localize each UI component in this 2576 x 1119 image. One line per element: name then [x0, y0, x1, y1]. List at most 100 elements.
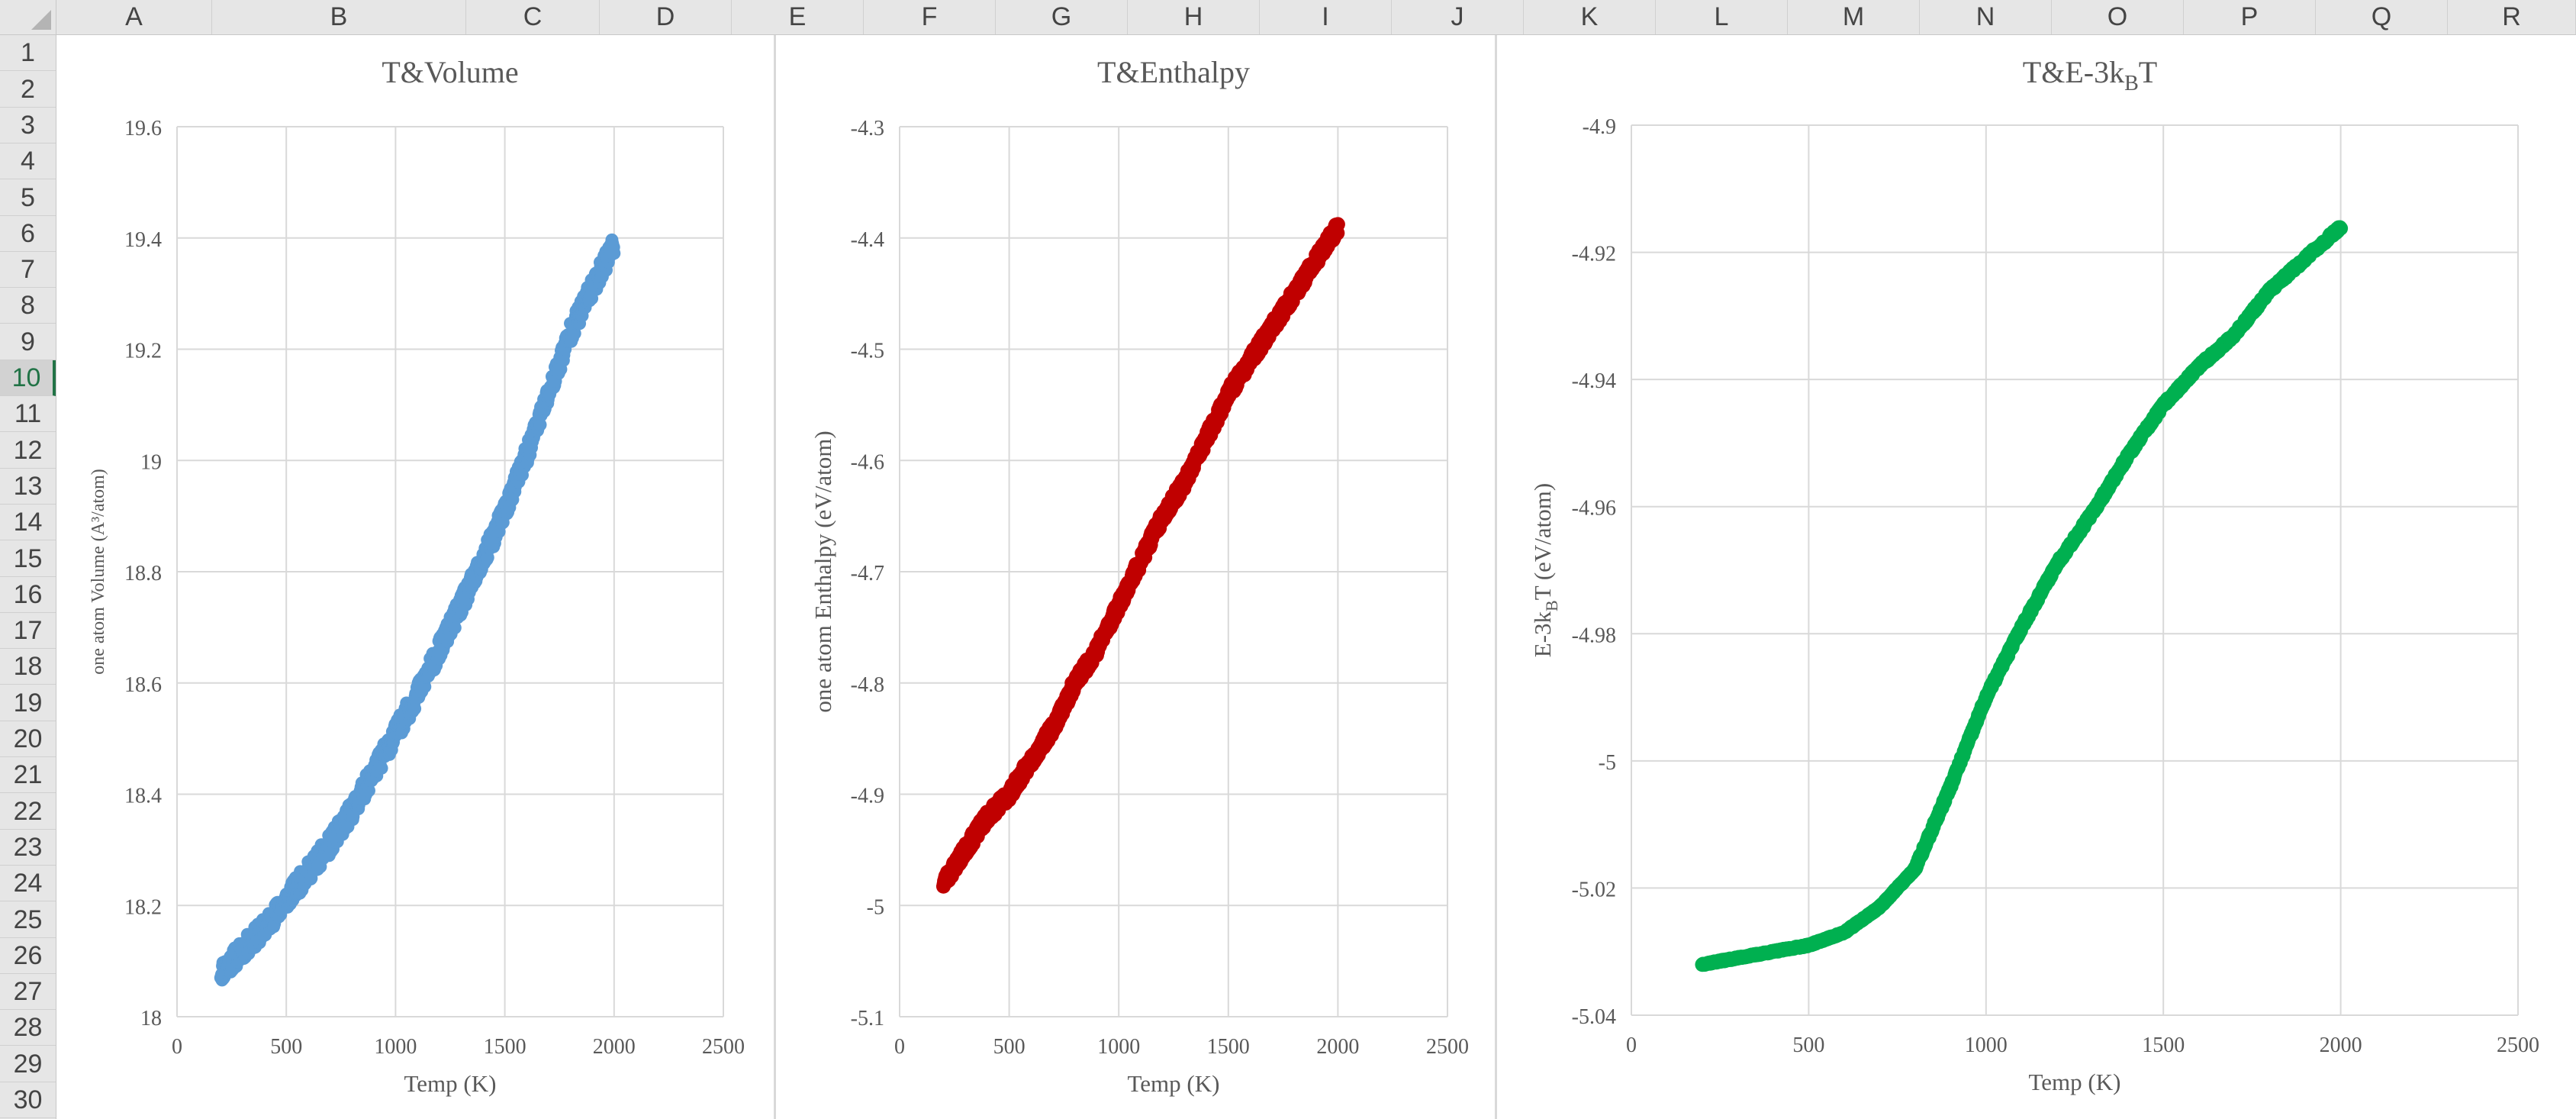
y-tick-label: -5.1	[851, 1007, 884, 1030]
column-header[interactable]: Q	[2316, 0, 2448, 34]
row-header[interactable]: 13	[0, 469, 56, 505]
row-header[interactable]: 29	[0, 1046, 56, 1082]
column-header[interactable]: P	[2184, 0, 2316, 34]
row-header[interactable]: 8	[0, 288, 56, 324]
row-header[interactable]: 11	[0, 396, 56, 432]
column-header[interactable]: D	[600, 0, 732, 34]
row-header[interactable]: 28	[0, 1010, 56, 1046]
row-header[interactable]: 4	[0, 144, 56, 179]
y-tick-label: -4.94	[1572, 369, 1616, 393]
column-header[interactable]: L	[1656, 0, 1788, 34]
row-header[interactable]: 14	[0, 505, 56, 540]
row-header[interactable]: 22	[0, 793, 56, 830]
column-header[interactable]: K	[1524, 0, 1656, 34]
y-tick-label: -4.98	[1572, 624, 1616, 647]
scatter-series	[935, 217, 1345, 894]
select-all-triangle-icon	[31, 10, 51, 30]
y-tick-label: 18.8	[124, 562, 162, 585]
row-header[interactable]: 5	[0, 179, 56, 216]
chart-energy[interactable]: T&E-3kBT -5.04 -5.02 -5 -4.98 -4.96 -4.94 -4.92…	[1497, 35, 2576, 1119]
row-header[interactable]: 1	[0, 35, 56, 71]
x-tick-label: 1000	[374, 1035, 417, 1059]
column-header[interactable]: A	[56, 0, 212, 34]
x-tick-label: 1500	[484, 1035, 526, 1059]
y-tick-label: 19.6	[124, 117, 162, 140]
column-header[interactable]: C	[466, 0, 600, 34]
chart-title: T&Volume	[382, 55, 518, 89]
column-header[interactable]: R	[2448, 0, 2576, 34]
chart-svg: T&E-3kBT-5.04-5.02-5-4.98-4.96-4.94-4.92…	[1529, 55, 2539, 1095]
x-tick-label: 1500	[2142, 1034, 2185, 1057]
chart-enthalpy[interactable]: T&Enthalpy -5.1 -5 -4.9 -4.8 -4.7 -4.6 -4.5 -4.4…	[776, 35, 1495, 1119]
x-tick-label: 1000	[1097, 1035, 1140, 1059]
column-header[interactable]: I	[1260, 0, 1392, 34]
y-tick-label: -4.9	[851, 785, 884, 808]
row-header[interactable]: 23	[0, 830, 56, 866]
column-header[interactable]: J	[1392, 0, 1524, 34]
row-header[interactable]: 6	[0, 216, 56, 252]
y-tick-label: -5.04	[1572, 1005, 1616, 1029]
column-header[interactable]: M	[1788, 0, 1920, 34]
row-header[interactable]: 16	[0, 577, 56, 613]
x-tick-label: 500	[993, 1035, 1026, 1059]
y-tick-label: -4.5	[851, 340, 884, 363]
row-header[interactable]: 3	[0, 108, 56, 144]
column-header[interactable]: E	[732, 0, 864, 34]
y-tick-label: 19.2	[124, 340, 162, 363]
x-tick-label: 1500	[1207, 1035, 1250, 1059]
scatter-series	[214, 233, 621, 987]
row-header[interactable]: 26	[0, 938, 56, 974]
column-header[interactable]: O	[2052, 0, 2184, 34]
y-tick-label: 19	[140, 450, 162, 474]
column-header[interactable]: B	[212, 0, 466, 34]
y-axis-label: one atom Enthalpy (eV/atom)	[810, 431, 836, 712]
data-point	[607, 247, 621, 260]
chart-volume[interactable]: T&Volume 18 18.2 18.4 18.6 18.8 19 19.2 19.4 19.6…	[56, 35, 774, 1119]
row-header[interactable]: 18	[0, 649, 56, 685]
x-tick-label: 2000	[593, 1035, 636, 1059]
column-header[interactable]: N	[1920, 0, 2052, 34]
y-tick-label: -4.4	[851, 228, 884, 252]
row-header[interactable]: 21	[0, 757, 56, 793]
x-tick-label: 0	[1626, 1034, 1637, 1057]
y-tick-label: 19.4	[124, 228, 162, 252]
y-tick-label: -4.7	[851, 562, 884, 585]
y-tick-label: -4.8	[851, 673, 884, 697]
x-tick-label: 2500	[702, 1035, 745, 1059]
x-axis-label: Temp (K)	[404, 1070, 497, 1097]
y-tick-label: 18.6	[124, 673, 162, 697]
row-header[interactable]: 20	[0, 721, 56, 757]
y-tick-label: -5	[1599, 751, 1616, 775]
row-header[interactable]: 12	[0, 432, 56, 469]
row-header[interactable]: 10	[0, 360, 56, 396]
data-point	[533, 418, 547, 432]
row-header[interactable]: 25	[0, 901, 56, 938]
row-header[interactable]: 27	[0, 974, 56, 1010]
scatter-series	[1695, 220, 2349, 972]
row-header[interactable]: 24	[0, 866, 56, 901]
chart-svg: T&Enthalpy -5.1 -5 -4.9 -4.8 -4.7 -4.6 -4.5 -4.4…	[810, 55, 1469, 1097]
y-tick-label: -5.02	[1572, 878, 1616, 901]
x-tick-label: 500	[270, 1035, 302, 1059]
x-axis-label: Temp (K)	[2029, 1069, 2121, 1095]
row-header[interactable]: 7	[0, 252, 56, 288]
chart-svg: T&Volume 18 18.2 18.4 18.6 18.8 19 19.2 19.4 19.6…	[89, 55, 745, 1097]
data-point	[362, 784, 375, 798]
row-header[interactable]: 15	[0, 540, 56, 577]
chart-divider	[774, 35, 776, 1119]
row-header[interactable]: 17	[0, 613, 56, 649]
select-all-corner[interactable]	[0, 0, 56, 35]
row-header[interactable]: 19	[0, 685, 56, 721]
row-header[interactable]: 2	[0, 71, 56, 108]
column-header[interactable]: F	[864, 0, 996, 34]
row-header[interactable]: 9	[0, 324, 56, 360]
chart-title: T&E-3kBT	[2023, 55, 2157, 95]
column-header[interactable]: H	[1128, 0, 1260, 34]
chart-title: T&Enthalpy	[1097, 55, 1250, 89]
y-tick-label: -4.96	[1572, 497, 1616, 521]
y-tick-label: -4.6	[851, 450, 884, 474]
row-header[interactable]: 30	[0, 1082, 56, 1118]
column-header[interactable]: G	[996, 0, 1128, 34]
